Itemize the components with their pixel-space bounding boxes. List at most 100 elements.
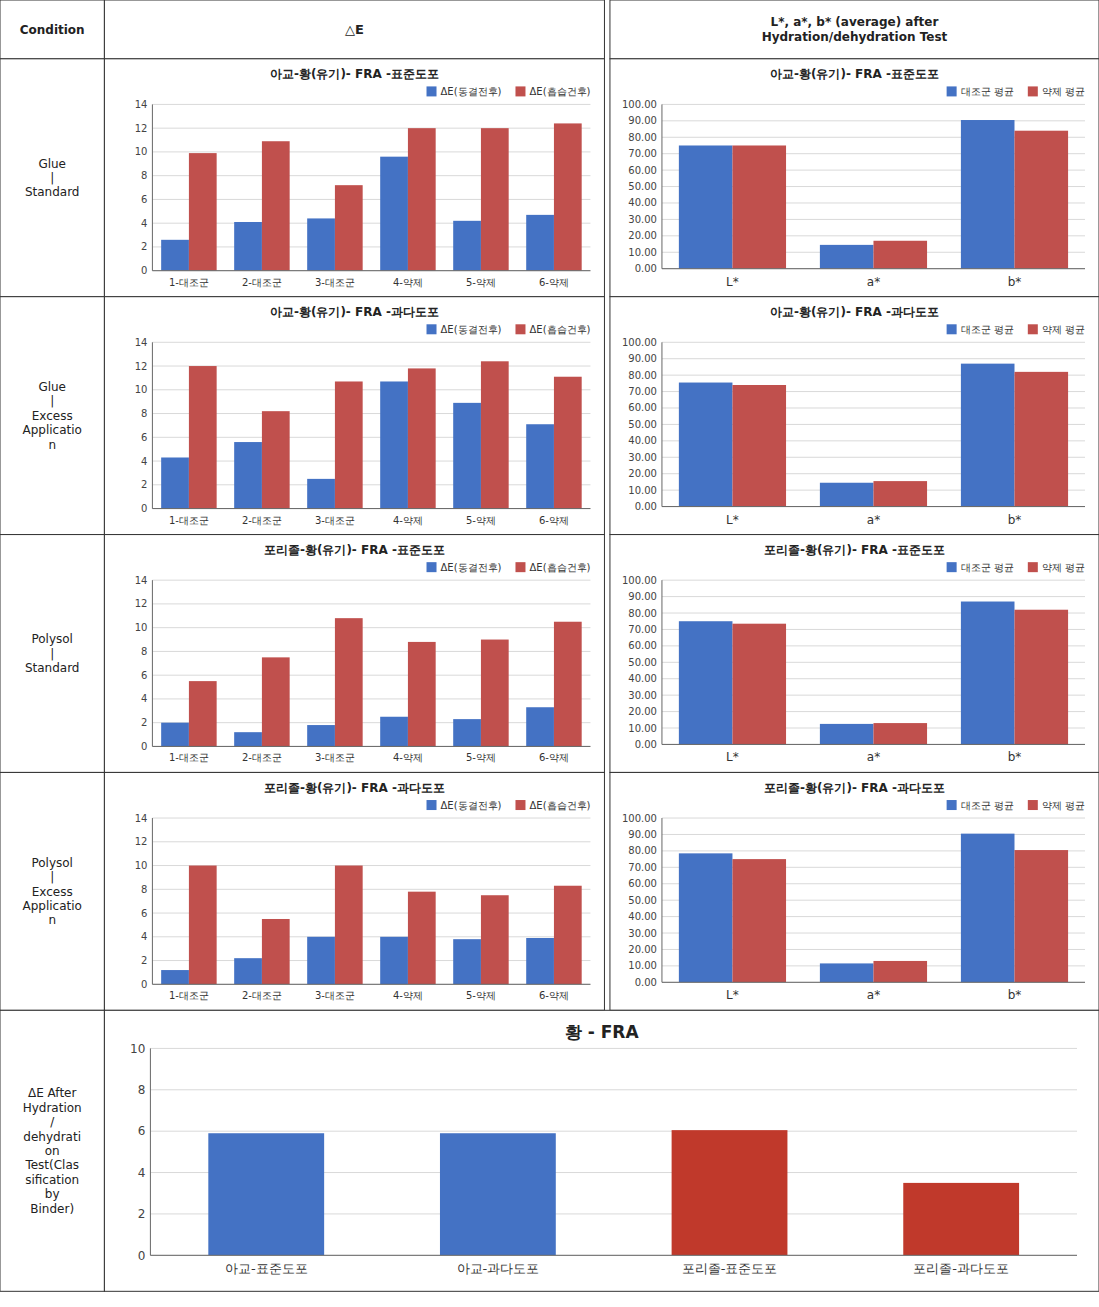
chart: 포리졸-황(유기)- FRA -표준도포024681012141-대조군2-대조… (135, 543, 591, 763)
bar (440, 1133, 556, 1255)
y-tick-label: 50.00 (628, 895, 657, 906)
grid-line (662, 580, 1085, 581)
figure: Condition△EL*, a*, b* (average) afterHyd… (0, 0, 1099, 1307)
bar (961, 364, 1015, 507)
x-tick-label: 2-대조군 (242, 990, 282, 1001)
bar (161, 457, 189, 508)
grid-line (152, 199, 590, 200)
y-tick-label: 0.00 (635, 501, 657, 512)
legend-swatch (947, 800, 957, 810)
y-tick-label: 10.00 (628, 960, 657, 971)
bar (453, 939, 481, 984)
bar (820, 245, 874, 269)
y-tick-label: 90.00 (628, 591, 657, 602)
grid-line (152, 508, 590, 509)
y-tick-label: 0.00 (635, 263, 657, 274)
y-tick-label: 2 (141, 479, 147, 490)
x-axis-line (152, 746, 590, 747)
bar (307, 725, 335, 746)
legend-swatch (427, 86, 437, 96)
x-tick-label: a* (867, 513, 880, 527)
x-axis-line (152, 270, 590, 271)
bar (554, 622, 582, 747)
legend-label: 대조군 평균 (961, 800, 1014, 811)
y-tick-label: 60.00 (628, 640, 657, 651)
y-tick-label: 90.00 (628, 115, 657, 126)
x-axis-line (662, 268, 1085, 269)
grid-line (152, 818, 590, 819)
grid-line (662, 268, 1085, 269)
grid-line (152, 889, 590, 890)
y-tick-label: 30.00 (628, 452, 657, 463)
grid-line (662, 358, 1085, 359)
x-tick-label: b* (1008, 513, 1022, 527)
y-tick-label: 10.00 (628, 485, 657, 496)
y-tick-label: 6 (138, 1124, 146, 1138)
x-tick-label: 1-대조군 (169, 515, 209, 526)
grid-line (152, 603, 590, 604)
x-tick-label: b* (1008, 275, 1022, 289)
legend-label: ΔE(흡습건후) (529, 86, 590, 97)
x-tick-label: 3-대조군 (315, 752, 355, 763)
bars (679, 120, 1068, 269)
chart: 포리졸-황(유기)- FRA -과다도포024681012141-대조군2-대조… (135, 781, 591, 1001)
y-tick-label: 100.00 (622, 813, 657, 824)
y-axis-line (152, 342, 153, 508)
y-tick-label: 2 (141, 717, 147, 728)
table-cell (104, 772, 604, 1010)
y-tick-label: 20.00 (628, 944, 657, 955)
bar (903, 1183, 1019, 1255)
bar (161, 240, 189, 271)
legend-label: ΔE(흡습건후) (529, 800, 590, 811)
x-tick-label: L* (726, 988, 739, 1002)
grid-line (152, 223, 590, 224)
bar (307, 479, 335, 509)
grid-line (662, 596, 1085, 597)
legend-swatch (1028, 562, 1038, 572)
header-text: Condition (20, 23, 85, 37)
table-cell (0, 535, 104, 773)
x-axis-line (662, 744, 1085, 745)
bar (208, 1133, 324, 1255)
chart: 포리졸-황(유기)- FRA -과다도포0.0010.0020.0030.004… (622, 781, 1085, 1002)
y-tick-label: 100.00 (622, 575, 657, 586)
x-tick-label: a* (867, 275, 880, 289)
legend-label: 대조군 평균 (961, 324, 1014, 335)
y-tick-label: 100.00 (622, 99, 657, 110)
y-tick-label: 12 (135, 361, 148, 372)
y-tick-label: 10 (135, 860, 148, 871)
y-tick-label: 4 (141, 931, 147, 942)
legend: 대조군 평균약제 평균 (947, 562, 1085, 573)
bar (1014, 850, 1068, 982)
x-tick-label: 포리졸-과다도포 (913, 1261, 1009, 1276)
grid-line (662, 834, 1085, 835)
grid-line (152, 841, 590, 842)
chart-title: 포리졸-황(유기)- FRA -표준도포 (764, 543, 945, 557)
x-axis-line (662, 982, 1085, 983)
legend-label: 약제 평균 (1042, 324, 1085, 335)
x-tick-label: L* (726, 750, 739, 764)
grid-line (152, 128, 590, 129)
table-cell (104, 1010, 1099, 1291)
legend-swatch (427, 800, 437, 810)
y-axis-line (661, 104, 662, 268)
bar (481, 640, 509, 747)
x-tick-label: L* (726, 275, 739, 289)
table-cell (610, 59, 1099, 297)
y-tick-label: 0.00 (635, 977, 657, 988)
legend-label: ΔE(동결전후) (441, 800, 502, 811)
legend-swatch (1028, 800, 1038, 810)
y-tick-label: 10.00 (628, 723, 657, 734)
bar (234, 732, 262, 746)
x-tick-label: 아교-과다도포 (457, 1261, 540, 1276)
y-tick-label: 12 (135, 123, 148, 134)
grid-line (152, 698, 590, 699)
chart-title: 아교-황(유기)- FRA -표준도포 (270, 67, 439, 81)
grid-line (150, 1048, 1077, 1049)
legend-label: 대조군 평균 (961, 562, 1014, 573)
bar (234, 222, 262, 271)
y-axis-line (150, 1048, 151, 1255)
grid-line (662, 104, 1085, 105)
x-tick-label: 3-대조군 (315, 277, 355, 288)
y-tick-label: 6 (141, 670, 147, 681)
